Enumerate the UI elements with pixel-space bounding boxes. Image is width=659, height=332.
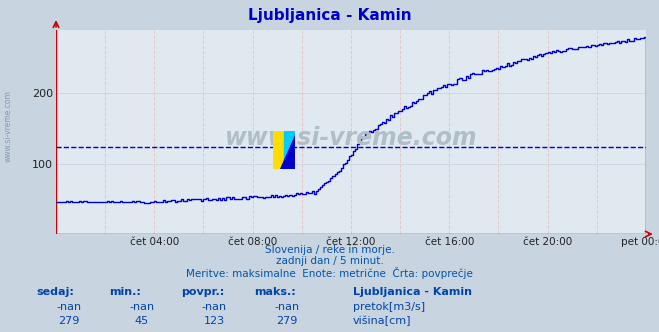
Text: min.:: min.: bbox=[109, 287, 140, 297]
Text: višina[cm]: višina[cm] bbox=[353, 316, 411, 326]
Text: 45: 45 bbox=[134, 316, 149, 326]
Text: -nan: -nan bbox=[202, 302, 227, 312]
Text: sedaj:: sedaj: bbox=[36, 287, 74, 297]
Bar bbox=[285, 131, 295, 169]
Text: pretok[m3/s]: pretok[m3/s] bbox=[353, 302, 424, 312]
Text: www.si-vreme.com: www.si-vreme.com bbox=[225, 126, 477, 150]
Text: zadnji dan / 5 minut.: zadnji dan / 5 minut. bbox=[275, 256, 384, 266]
Text: Meritve: maksimalne  Enote: metrične  Črta: povprečje: Meritve: maksimalne Enote: metrične Črta… bbox=[186, 267, 473, 279]
Text: povpr.:: povpr.: bbox=[181, 287, 225, 297]
Text: maks.:: maks.: bbox=[254, 287, 295, 297]
Polygon shape bbox=[280, 135, 295, 169]
Text: -nan: -nan bbox=[129, 302, 154, 312]
Text: 279: 279 bbox=[276, 316, 297, 326]
Text: -nan: -nan bbox=[274, 302, 299, 312]
Text: Ljubljanica - Kamin: Ljubljanica - Kamin bbox=[248, 8, 411, 23]
Text: www.si-vreme.com: www.si-vreme.com bbox=[4, 90, 13, 162]
Text: Slovenija / reke in morje.: Slovenija / reke in morje. bbox=[264, 245, 395, 255]
Text: Ljubljanica - Kamin: Ljubljanica - Kamin bbox=[353, 287, 472, 297]
Text: -nan: -nan bbox=[57, 302, 82, 312]
Text: 279: 279 bbox=[59, 316, 80, 326]
Text: 123: 123 bbox=[204, 316, 225, 326]
Bar bbox=[273, 131, 285, 169]
